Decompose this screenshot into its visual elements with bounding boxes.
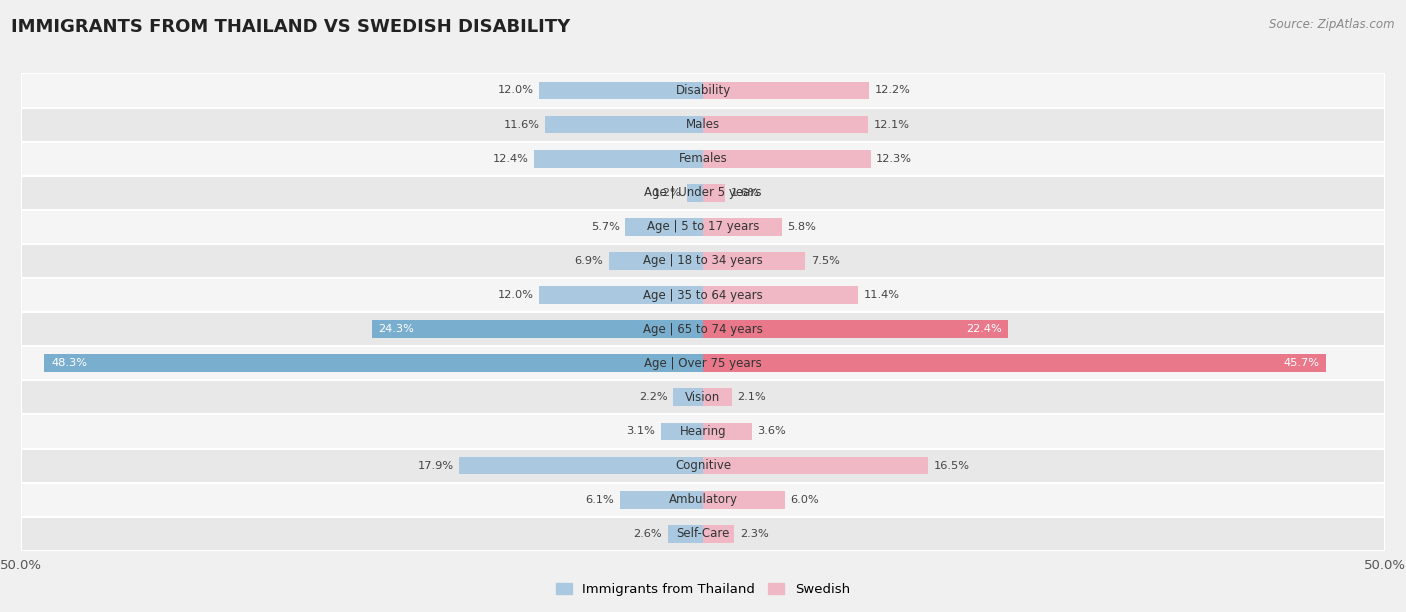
Text: 5.8%: 5.8%	[787, 222, 817, 232]
Text: 24.3%: 24.3%	[378, 324, 415, 334]
Text: 22.4%: 22.4%	[966, 324, 1001, 334]
Bar	[534, 150, 703, 168]
Text: Age | 18 to 34 years: Age | 18 to 34 years	[643, 255, 763, 267]
Bar	[21, 278, 1385, 312]
Text: Vision: Vision	[685, 391, 721, 404]
Bar	[703, 320, 1008, 338]
Bar	[703, 252, 806, 270]
Text: 2.2%: 2.2%	[638, 392, 668, 402]
Bar	[21, 141, 1385, 176]
Text: Hearing: Hearing	[679, 425, 727, 438]
Bar	[544, 116, 703, 133]
Text: 3.1%: 3.1%	[627, 427, 655, 436]
Legend: Immigrants from Thailand, Swedish: Immigrants from Thailand, Swedish	[551, 578, 855, 602]
Bar	[21, 483, 1385, 517]
Bar	[703, 525, 734, 543]
Text: 11.6%: 11.6%	[503, 119, 540, 130]
Text: 12.3%: 12.3%	[876, 154, 912, 163]
Bar	[21, 380, 1385, 414]
Bar	[703, 184, 725, 201]
Bar	[703, 389, 731, 406]
Bar	[44, 354, 703, 372]
Text: Age | 35 to 64 years: Age | 35 to 64 years	[643, 289, 763, 302]
Text: 6.9%: 6.9%	[575, 256, 603, 266]
Bar	[21, 73, 1385, 108]
Bar	[661, 423, 703, 440]
Text: IMMIGRANTS FROM THAILAND VS SWEDISH DISABILITY: IMMIGRANTS FROM THAILAND VS SWEDISH DISA…	[11, 18, 571, 36]
Text: Age | Over 75 years: Age | Over 75 years	[644, 357, 762, 370]
Bar	[21, 176, 1385, 210]
Bar	[703, 81, 869, 99]
Bar	[703, 116, 868, 133]
Bar	[668, 525, 703, 543]
Text: Age | 5 to 17 years: Age | 5 to 17 years	[647, 220, 759, 233]
Bar	[21, 244, 1385, 278]
Bar	[626, 218, 703, 236]
Bar	[540, 81, 703, 99]
Bar	[371, 320, 703, 338]
Text: 16.5%: 16.5%	[934, 461, 970, 471]
Bar	[21, 108, 1385, 141]
Bar	[703, 286, 859, 304]
Bar	[21, 517, 1385, 551]
Text: 12.1%: 12.1%	[873, 119, 910, 130]
Text: 12.4%: 12.4%	[492, 154, 529, 163]
Text: Self-Care: Self-Care	[676, 528, 730, 540]
Text: 2.3%: 2.3%	[740, 529, 769, 539]
Text: 6.0%: 6.0%	[790, 494, 820, 505]
Bar	[703, 218, 782, 236]
Text: Age | 65 to 74 years: Age | 65 to 74 years	[643, 323, 763, 335]
Bar	[21, 414, 1385, 449]
Text: 2.1%: 2.1%	[737, 392, 766, 402]
Bar	[21, 312, 1385, 346]
Text: 1.6%: 1.6%	[730, 188, 759, 198]
Bar	[620, 491, 703, 509]
Text: 3.6%: 3.6%	[758, 427, 786, 436]
Text: 12.0%: 12.0%	[498, 290, 534, 300]
Text: Age | Under 5 years: Age | Under 5 years	[644, 186, 762, 200]
Text: 2.6%: 2.6%	[634, 529, 662, 539]
Text: Disability: Disability	[675, 84, 731, 97]
Text: Females: Females	[679, 152, 727, 165]
Text: 7.5%: 7.5%	[811, 256, 839, 266]
Bar	[540, 286, 703, 304]
Text: Source: ZipAtlas.com: Source: ZipAtlas.com	[1270, 18, 1395, 31]
Bar	[21, 346, 1385, 380]
Text: 6.1%: 6.1%	[586, 494, 614, 505]
Text: 48.3%: 48.3%	[51, 358, 87, 368]
Text: Ambulatory: Ambulatory	[668, 493, 738, 506]
Bar	[703, 150, 870, 168]
Bar	[21, 210, 1385, 244]
Text: 12.2%: 12.2%	[875, 86, 911, 95]
Bar	[703, 491, 785, 509]
Bar	[21, 449, 1385, 483]
Bar	[673, 389, 703, 406]
Text: 45.7%: 45.7%	[1284, 358, 1319, 368]
Text: Males: Males	[686, 118, 720, 131]
Bar	[458, 457, 703, 474]
Text: 11.4%: 11.4%	[863, 290, 900, 300]
Bar	[703, 354, 1326, 372]
Text: 17.9%: 17.9%	[418, 461, 453, 471]
Text: 1.2%: 1.2%	[652, 188, 681, 198]
Bar	[703, 457, 928, 474]
Bar	[703, 423, 752, 440]
Text: Cognitive: Cognitive	[675, 459, 731, 472]
Text: 5.7%: 5.7%	[591, 222, 620, 232]
Bar	[686, 184, 703, 201]
Bar	[609, 252, 703, 270]
Text: 12.0%: 12.0%	[498, 86, 534, 95]
